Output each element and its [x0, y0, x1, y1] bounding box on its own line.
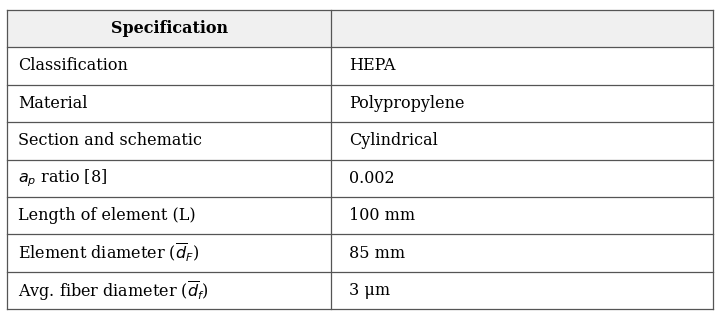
- Bar: [7, 234, 713, 272]
- Text: Section and schematic: Section and schematic: [18, 132, 202, 149]
- Bar: [7, 272, 713, 309]
- Bar: [7, 10, 713, 47]
- Text: Avg. fiber diameter ($\overline{d}_f$): Avg. fiber diameter ($\overline{d}_f$): [18, 279, 209, 303]
- Text: Element diameter ($\overline{d}_F$): Element diameter ($\overline{d}_F$): [18, 242, 199, 264]
- Text: Specification: Specification: [111, 20, 228, 37]
- Bar: [7, 47, 713, 85]
- Bar: [7, 85, 713, 122]
- Text: Polypropylene: Polypropylene: [349, 95, 464, 112]
- Text: Length of element (L): Length of element (L): [18, 207, 196, 224]
- Bar: [7, 160, 713, 197]
- Text: 0.002: 0.002: [349, 170, 395, 187]
- Bar: [7, 122, 713, 160]
- Text: HEPA: HEPA: [349, 57, 395, 74]
- Text: 3 μm: 3 μm: [349, 282, 390, 299]
- Bar: [7, 197, 713, 234]
- Text: 85 mm: 85 mm: [349, 245, 405, 262]
- Text: 100 mm: 100 mm: [349, 207, 415, 224]
- Text: Classification: Classification: [18, 57, 128, 74]
- Text: Material: Material: [18, 95, 88, 112]
- Text: Cylindrical: Cylindrical: [349, 132, 438, 149]
- Text: $\mathit{a}_p$ ratio [8]: $\mathit{a}_p$ ratio [8]: [18, 167, 107, 189]
